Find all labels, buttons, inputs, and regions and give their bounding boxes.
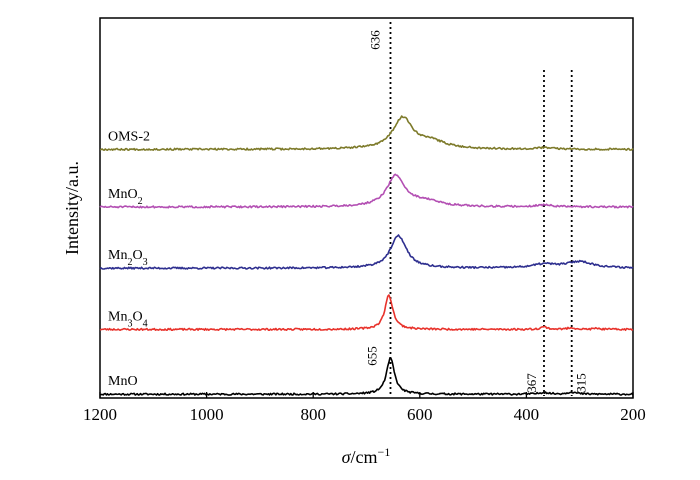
series-label-2: Mn2O3: [108, 248, 148, 268]
x-axis-title: σ/cm−1: [342, 445, 391, 467]
peak-label-367: 367: [524, 373, 539, 393]
x-axis-symbol: σ: [342, 447, 352, 467]
series-labels: MnO Mn3O4 Mn2O3 MnO2 OMS-2: [108, 129, 150, 389]
plot-frame: [99, 17, 634, 399]
y-axis-title: Intensity/a.u.: [62, 161, 82, 255]
peak-label-636: 636: [367, 30, 382, 50]
x-tick-label: 1000: [190, 405, 224, 424]
x-tick-label: 800: [300, 405, 326, 424]
series-line-4: [99, 115, 634, 152]
reference-lines: [389, 22, 573, 396]
x-axis-ticks: 1200 1000 800 600 400 200: [83, 392, 646, 424]
spectra-series: [99, 115, 634, 396]
x-tick-label: 1200: [83, 405, 117, 424]
x-tick-label: 200: [620, 405, 646, 424]
x-axis-unit-exponent: −1: [378, 445, 391, 459]
x-tick-label: 400: [514, 405, 540, 424]
series-label-0: MnO: [108, 374, 138, 389]
series-line-1: [99, 294, 634, 332]
series-label-3: MnO2: [108, 187, 143, 207]
peak-label-315: 315: [574, 373, 589, 393]
series-line-0: [99, 357, 634, 396]
x-tick-label: 600: [407, 405, 433, 424]
x-axis-unit: /cm: [351, 447, 378, 467]
series-line-2: [99, 234, 634, 270]
series-label-4: OMS-2: [108, 129, 150, 144]
peak-annotations: 655 367 315 636: [364, 30, 588, 393]
series-line-3: [99, 173, 634, 209]
series-label-1: Mn3O4: [108, 309, 148, 329]
peak-label-655: 655: [364, 346, 379, 366]
